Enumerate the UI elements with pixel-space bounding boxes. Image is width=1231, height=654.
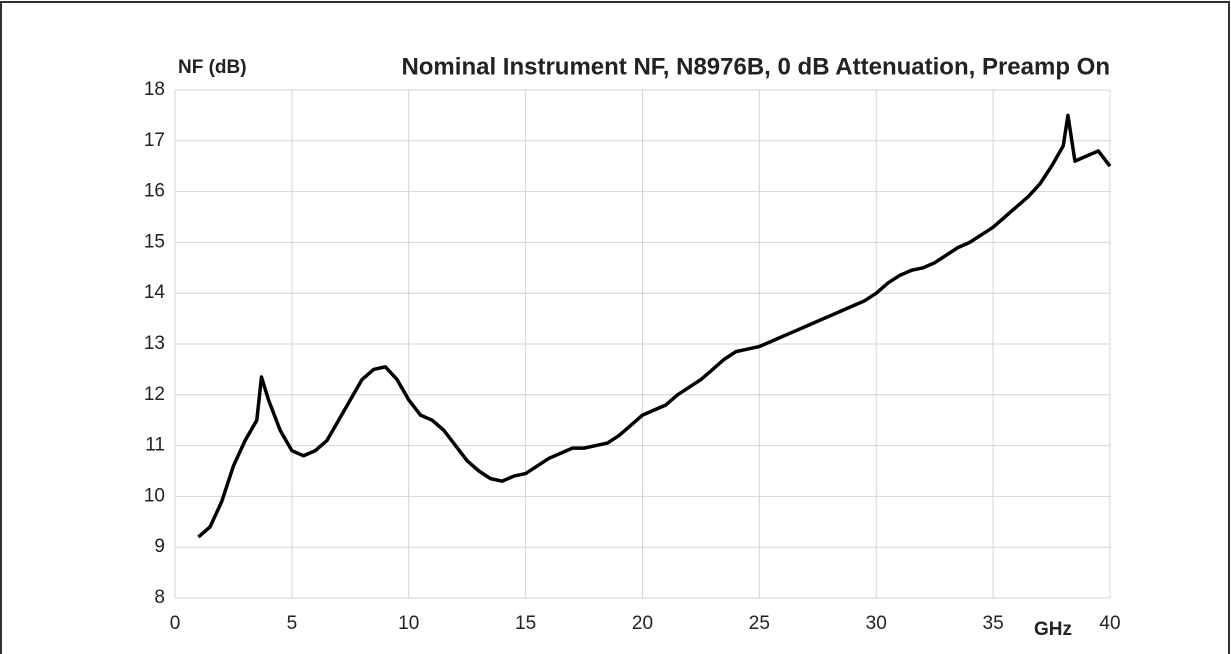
y-axis-label: NF (dB) <box>178 57 247 78</box>
y-tick-label: 13 <box>144 333 165 354</box>
y-tick-label: 9 <box>154 536 165 557</box>
x-tick-label: 30 <box>866 613 887 634</box>
y-tick-label: 18 <box>144 79 165 100</box>
y-tick-label: 12 <box>144 384 165 405</box>
x-tick-label: 20 <box>632 613 653 634</box>
y-tick-label: 11 <box>145 435 165 456</box>
x-axis-label: GHz <box>1034 619 1072 640</box>
chart-title: Nominal Instrument NF, N8976B, 0 dB Atte… <box>401 53 1110 80</box>
x-tick-label: 40 <box>1099 613 1120 634</box>
x-tick-label: 25 <box>749 613 770 634</box>
x-tick-label: 5 <box>287 613 298 634</box>
y-tick-label: 8 <box>154 587 165 608</box>
x-tick-label: 0 <box>170 613 181 634</box>
y-tick-label: 15 <box>144 231 165 252</box>
y-tick-label: 16 <box>144 181 165 202</box>
y-tick-label: 10 <box>144 485 165 506</box>
y-tick-label: 14 <box>144 282 166 303</box>
x-tick-label: 15 <box>515 613 536 634</box>
data-line <box>197 113 1112 539</box>
x-tick-label: 10 <box>398 613 419 634</box>
y-tick-label: 17 <box>144 130 165 151</box>
x-tick-label: 35 <box>983 613 1004 634</box>
